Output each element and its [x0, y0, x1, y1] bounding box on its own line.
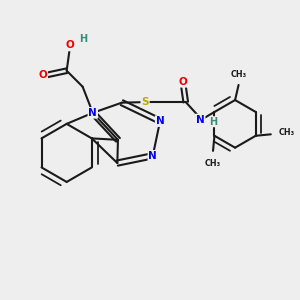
Text: O: O [65, 40, 74, 50]
Text: N: N [156, 116, 164, 126]
Text: CH₃: CH₃ [205, 159, 221, 168]
Text: CH₃: CH₃ [231, 70, 247, 79]
Text: N: N [88, 108, 97, 118]
Text: S: S [141, 97, 149, 107]
Text: H: H [79, 34, 87, 44]
Text: N: N [196, 115, 205, 124]
Text: O: O [38, 70, 47, 80]
Text: N: N [148, 151, 157, 161]
Text: CH₃: CH₃ [279, 128, 295, 137]
Text: O: O [178, 77, 187, 87]
Text: H: H [209, 117, 218, 127]
